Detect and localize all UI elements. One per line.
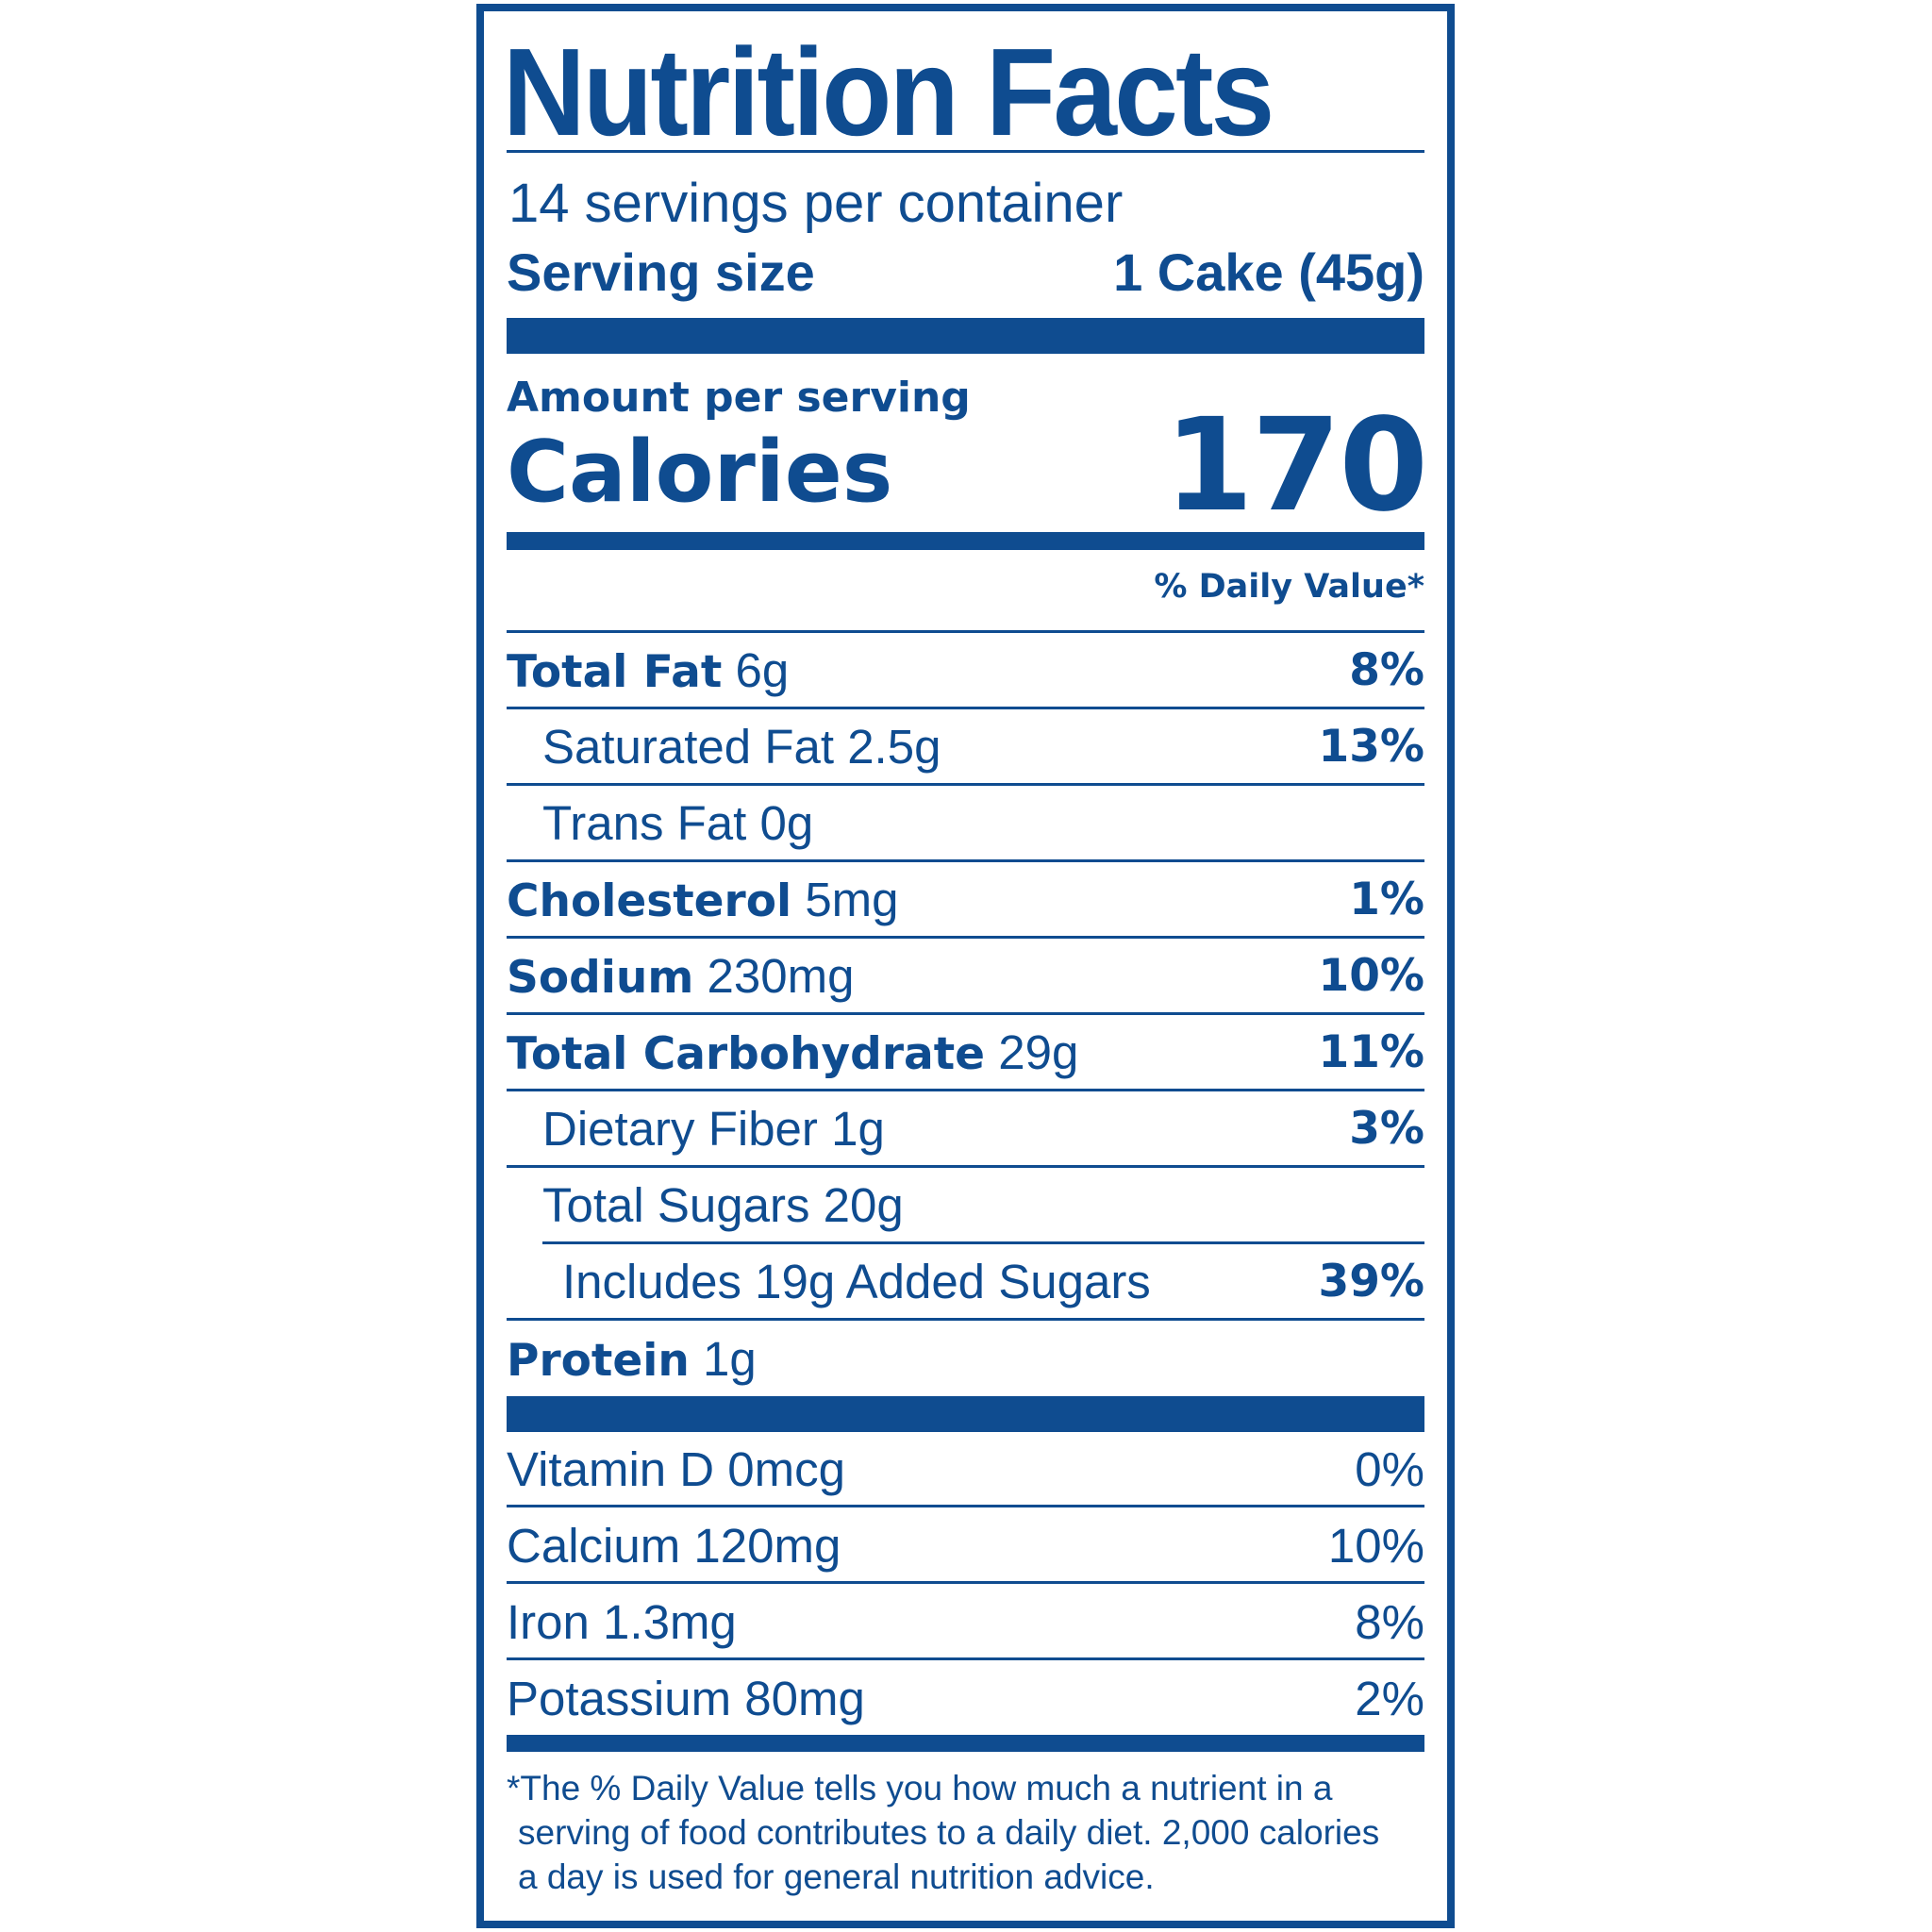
- nutrient-name: Total Fat: [507, 645, 723, 698]
- nutrient-amount: 230mg: [707, 948, 855, 1003]
- divider: [507, 707, 1424, 709]
- divider: [507, 1505, 1424, 1507]
- vitamin-label: Vitamin D 0mcg: [507, 1441, 846, 1496]
- nutrient-row-protein: Protein 1g: [507, 1330, 1424, 1387]
- serving-size-row: Serving size 1 Cake (45g): [507, 242, 1424, 303]
- thick-bar: [507, 1396, 1424, 1432]
- nutrient-row-total-carbohydrate: Total Carbohydrate 29g 11%: [507, 1024, 1424, 1080]
- vitamin-label: Iron 1.3mg: [507, 1594, 737, 1649]
- divider: [507, 1657, 1424, 1660]
- vitamin-label: Calcium 120mg: [507, 1518, 841, 1573]
- nutrient-name: Cholesterol: [507, 874, 792, 927]
- nutrient-amount: 0g: [759, 795, 814, 850]
- label-title: Nutrition Facts: [503, 23, 1274, 161]
- footnote-line: serving of food contributes to a daily d…: [518, 1813, 1380, 1852]
- nutrient-row-saturated-fat: Saturated Fat 2.5g 13%: [542, 718, 1424, 774]
- medium-bar: [507, 532, 1424, 550]
- vitamin-dv: 8%: [1355, 1594, 1424, 1649]
- thick-bar: [507, 318, 1424, 354]
- calories-value: 170: [1164, 391, 1428, 541]
- nutrient-amount: 5mg: [805, 872, 899, 926]
- daily-value-header: % Daily Value*: [1154, 568, 1424, 606]
- nutrient-dv: 1%: [1349, 873, 1424, 925]
- nutrient-amount: 6g: [735, 642, 790, 697]
- vitamin-label: Potassium 80mg: [507, 1671, 865, 1725]
- nutrient-name: Sodium: [507, 951, 694, 1004]
- divider: [507, 1012, 1424, 1015]
- vitamin-row-vitamin-d: Vitamin D 0mcg 0%: [507, 1441, 1424, 1497]
- divider: [507, 1165, 1424, 1168]
- nutrient-row-sodium: Sodium 230mg 10%: [507, 947, 1424, 1004]
- nutrient-dv: 11%: [1318, 1025, 1425, 1078]
- nutrient-dv: 13%: [1318, 720, 1425, 773]
- servings-per-container: 14 servings per container: [508, 173, 1124, 234]
- nutrient-amount: 1g: [703, 1331, 757, 1386]
- vitamin-row-iron: Iron 1.3mg 8%: [507, 1593, 1424, 1650]
- nutrient-row-total-fat: Total Fat 6g 8%: [507, 641, 1424, 698]
- vitamin-dv: 2%: [1355, 1671, 1424, 1725]
- nutrient-row-cholesterol: Cholesterol 5mg 1%: [507, 871, 1424, 927]
- serving-size-value: 1 Cake (45g): [1113, 242, 1424, 302]
- nutrient-name: Dietary Fiber: [542, 1101, 818, 1156]
- nutrient-name: Saturated Fat: [542, 719, 835, 774]
- nutrient-name: Total Carbohydrate: [507, 1027, 986, 1080]
- nutrient-amount: 29g: [998, 1024, 1079, 1079]
- vitamin-dv: 10%: [1327, 1518, 1424, 1573]
- vitamin-dv: 0%: [1355, 1441, 1424, 1496]
- divider: [507, 630, 1424, 633]
- nutrient-row-total-sugars: Total Sugars 20g: [542, 1176, 1424, 1233]
- nutrient-row-dietary-fiber: Dietary Fiber 1g 3%: [542, 1100, 1424, 1157]
- nutrient-row-trans-fat: Trans Fat 0g: [542, 794, 1424, 851]
- divider: [542, 1241, 1424, 1244]
- nutrient-dv: 10%: [1318, 949, 1425, 1002]
- serving-size-label: Serving size: [507, 242, 815, 302]
- footnote: *The % Daily Value tells you how much a …: [507, 1766, 1431, 1899]
- nutrient-amount: 20g: [823, 1177, 904, 1232]
- divider: [507, 1318, 1424, 1321]
- nutrient-dv: 8%: [1349, 643, 1424, 696]
- nutrient-amount: 2.5g: [847, 719, 941, 774]
- calories-label: Calories: [507, 423, 893, 522]
- vitamin-row-potassium: Potassium 80mg 2%: [507, 1670, 1424, 1726]
- divider: [507, 936, 1424, 939]
- nutrient-name: Total Sugars: [542, 1177, 810, 1232]
- divider: [507, 1089, 1424, 1091]
- nutrient-name: Includes 19g Added Sugars: [562, 1254, 1151, 1308]
- amount-per-serving: Amount per serving: [507, 374, 971, 422]
- nutrient-name: Trans Fat: [542, 795, 747, 850]
- divider: [507, 859, 1424, 862]
- nutrient-dv: 39%: [1318, 1255, 1425, 1307]
- divider: [507, 783, 1424, 786]
- nutrient-amount: 1g: [831, 1101, 885, 1156]
- nutrient-row-added-sugars: Includes 19g Added Sugars 39%: [562, 1253, 1424, 1309]
- divider: [507, 1581, 1424, 1584]
- nutrient-name: Protein: [507, 1334, 690, 1387]
- nutrient-dv: 3%: [1349, 1102, 1424, 1155]
- vitamin-row-calcium: Calcium 120mg 10%: [507, 1517, 1424, 1574]
- footnote-line: *The % Daily Value tells you how much a …: [507, 1769, 1333, 1807]
- medium-bar: [507, 1735, 1424, 1752]
- label-border: [476, 4, 1455, 1928]
- divider: [507, 150, 1424, 153]
- footnote-line: a day is used for general nutrition advi…: [518, 1857, 1155, 1896]
